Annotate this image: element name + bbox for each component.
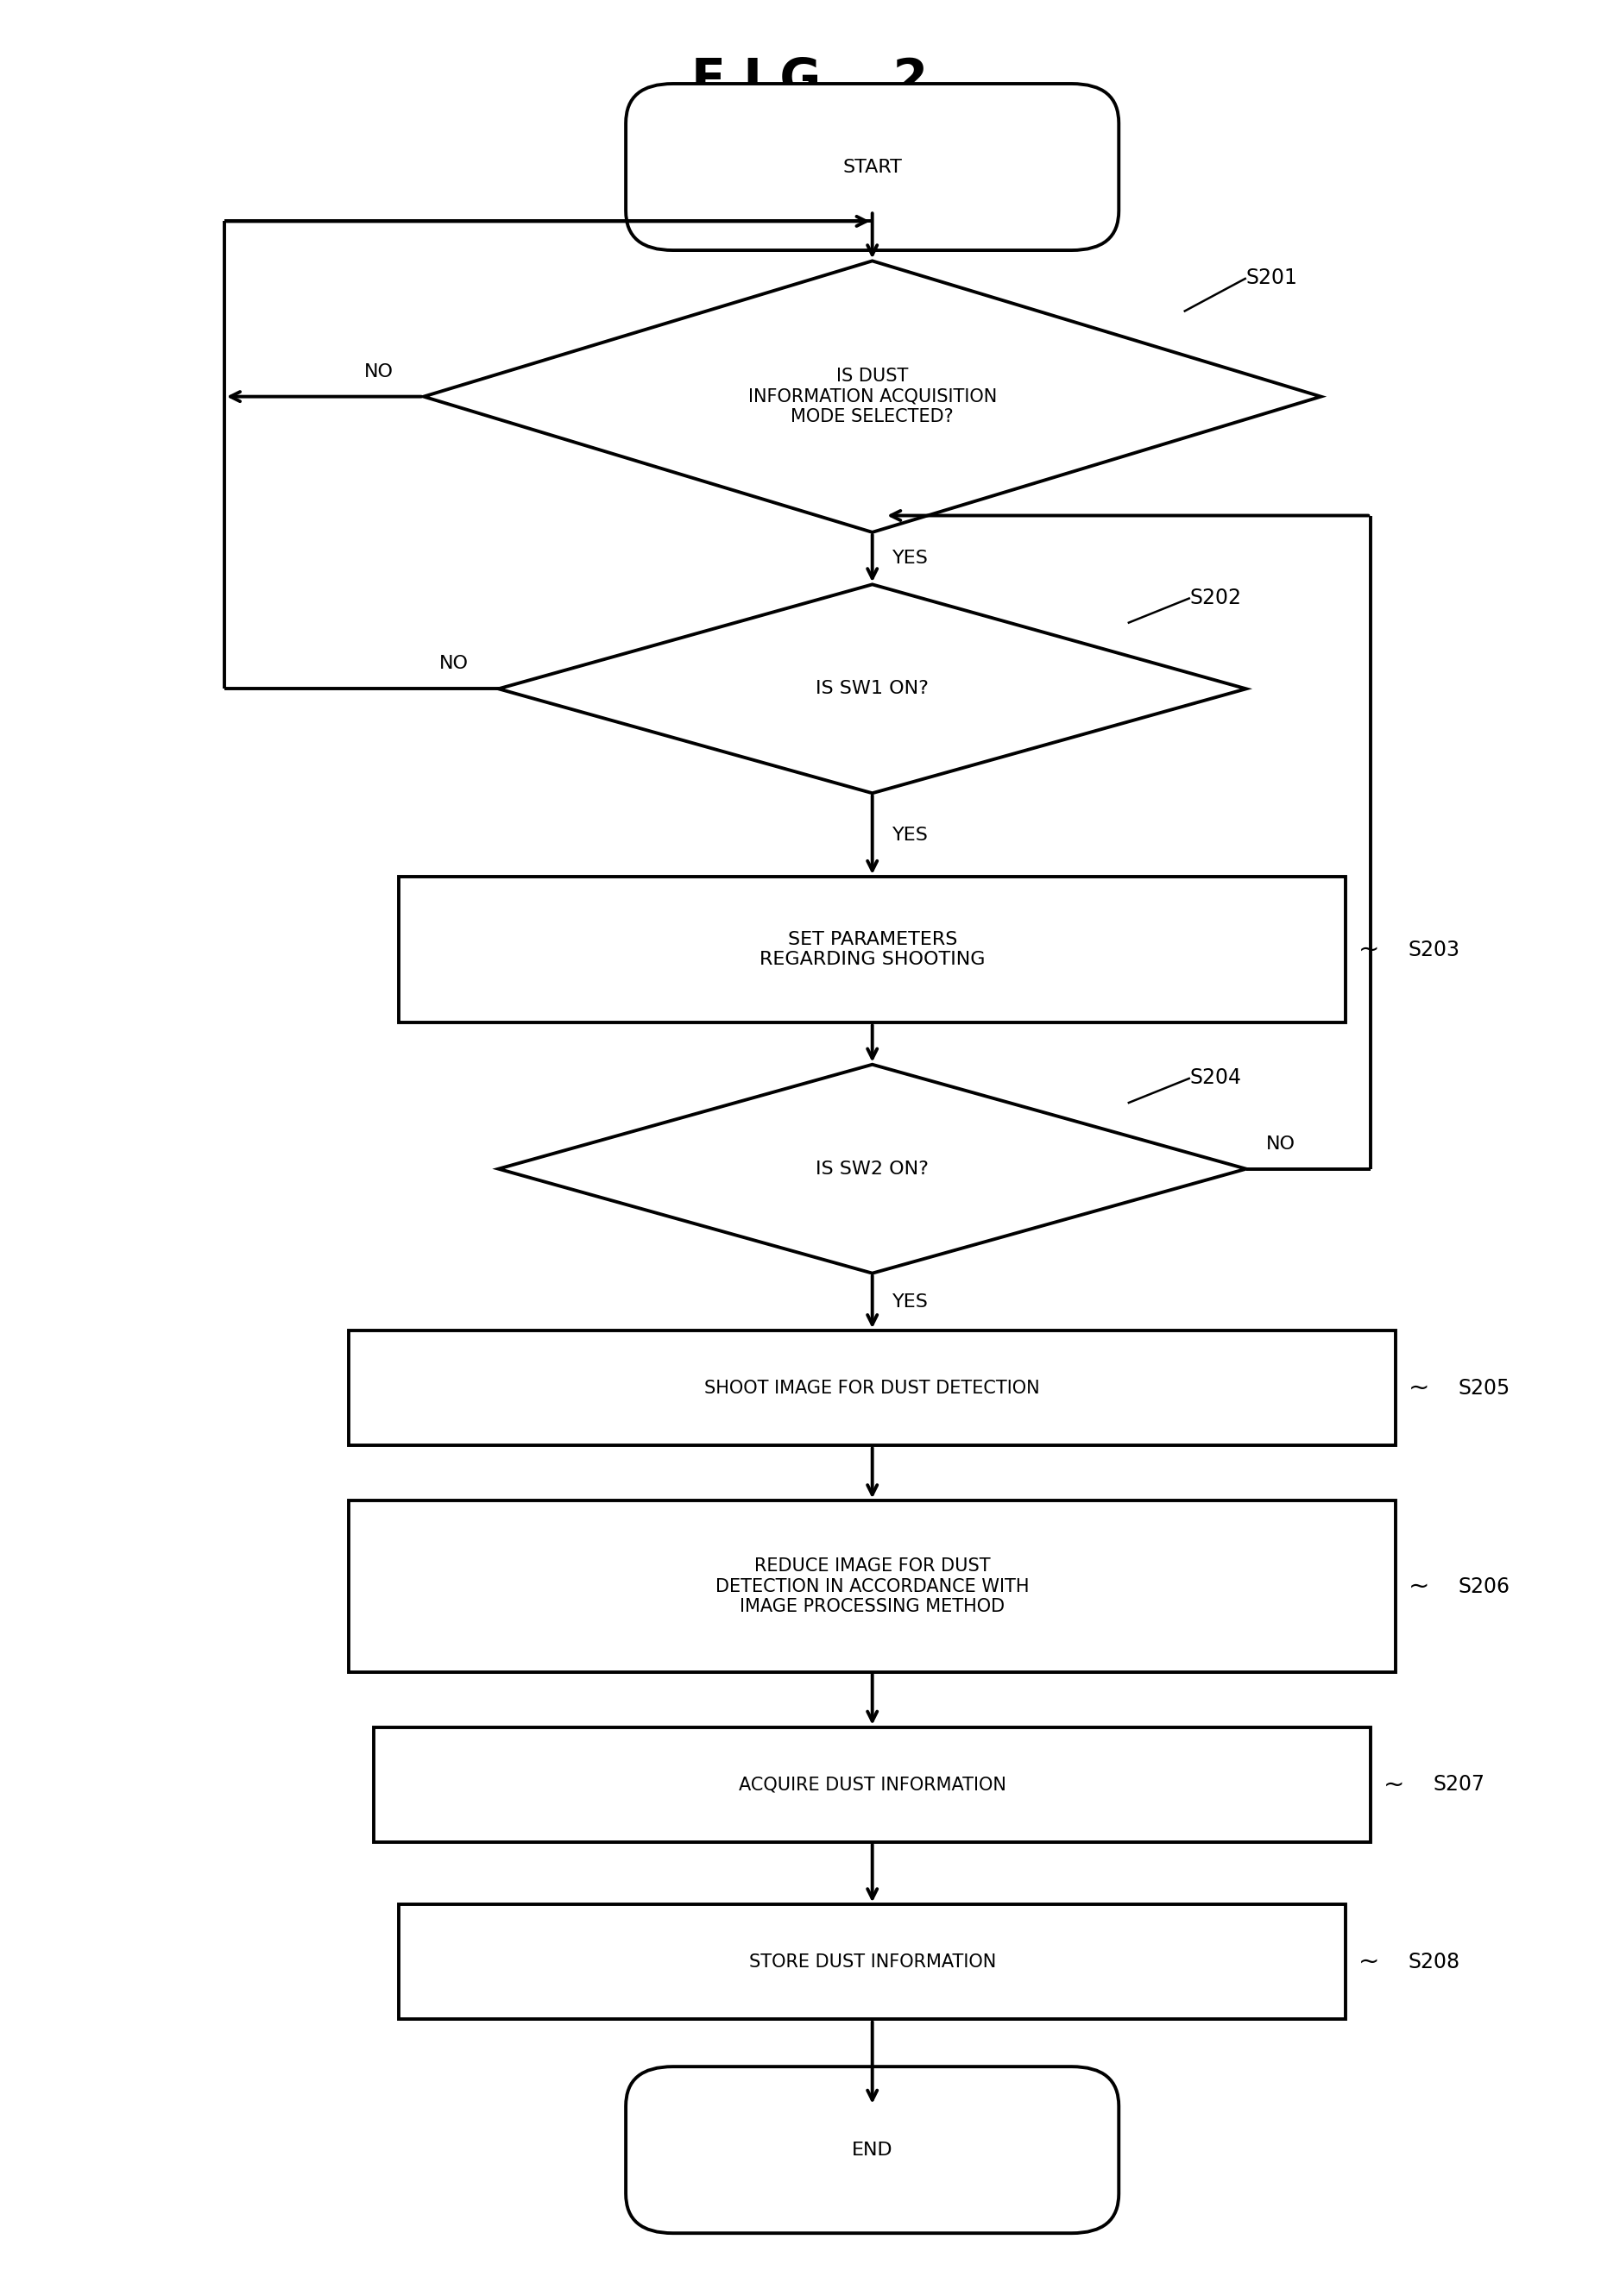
Text: NO: NO <box>364 363 394 381</box>
Text: IS DUST
INFORMATION ACQUISITION
MODE SELECTED?: IS DUST INFORMATION ACQUISITION MODE SEL… <box>748 367 996 425</box>
Text: S206: S206 <box>1458 1575 1510 1596</box>
Text: ACQUIRE DUST INFORMATION: ACQUIRE DUST INFORMATION <box>739 1777 1006 1793</box>
FancyBboxPatch shape <box>625 2066 1119 2234</box>
Text: S207: S207 <box>1434 1775 1486 1795</box>
Text: YES: YES <box>893 827 928 843</box>
Text: REDUCE IMAGE FOR DUST
DETECTION IN ACCORDANCE WITH
IMAGE PROCESSING METHOD: REDUCE IMAGE FOR DUST DETECTION IN ACCOR… <box>716 1557 1029 1614</box>
Text: NO: NO <box>439 654 468 673</box>
Bar <box>374 1727 1371 1841</box>
Text: START: START <box>842 158 902 174</box>
Text: NO: NO <box>1267 1134 1296 1153</box>
Bar <box>399 1906 1346 2020</box>
Text: YES: YES <box>893 1293 928 1311</box>
Polygon shape <box>499 585 1246 792</box>
Text: ~: ~ <box>1358 1949 1380 1975</box>
Polygon shape <box>424 262 1320 533</box>
Text: S208: S208 <box>1408 1952 1460 1972</box>
Text: IS SW2 ON?: IS SW2 ON? <box>816 1159 928 1178</box>
Polygon shape <box>499 1065 1246 1274</box>
Bar <box>348 1502 1396 1671</box>
Text: SHOOT IMAGE FOR DUST DETECTION: SHOOT IMAGE FOR DUST DETECTION <box>705 1380 1040 1396</box>
Text: S204: S204 <box>1191 1068 1243 1088</box>
Text: S203: S203 <box>1408 939 1460 960</box>
Text: S205: S205 <box>1458 1378 1510 1398</box>
FancyBboxPatch shape <box>625 83 1119 250</box>
Text: IS SW1 ON?: IS SW1 ON? <box>816 680 928 698</box>
Text: S201: S201 <box>1246 269 1298 289</box>
Text: YES: YES <box>893 549 928 567</box>
Text: STORE DUST INFORMATION: STORE DUST INFORMATION <box>748 1954 996 1970</box>
Text: SET PARAMETERS
REGARDING SHOOTING: SET PARAMETERS REGARDING SHOOTING <box>760 932 985 969</box>
Bar <box>399 877 1346 1022</box>
Text: END: END <box>852 2142 893 2158</box>
Text: ~: ~ <box>1408 1575 1429 1598</box>
Text: ~: ~ <box>1358 937 1380 962</box>
Text: ~: ~ <box>1408 1375 1429 1401</box>
Text: ~: ~ <box>1383 1773 1405 1798</box>
Text: F I G .  2: F I G . 2 <box>692 55 928 106</box>
Text: S202: S202 <box>1191 588 1243 608</box>
Bar <box>348 1332 1396 1446</box>
